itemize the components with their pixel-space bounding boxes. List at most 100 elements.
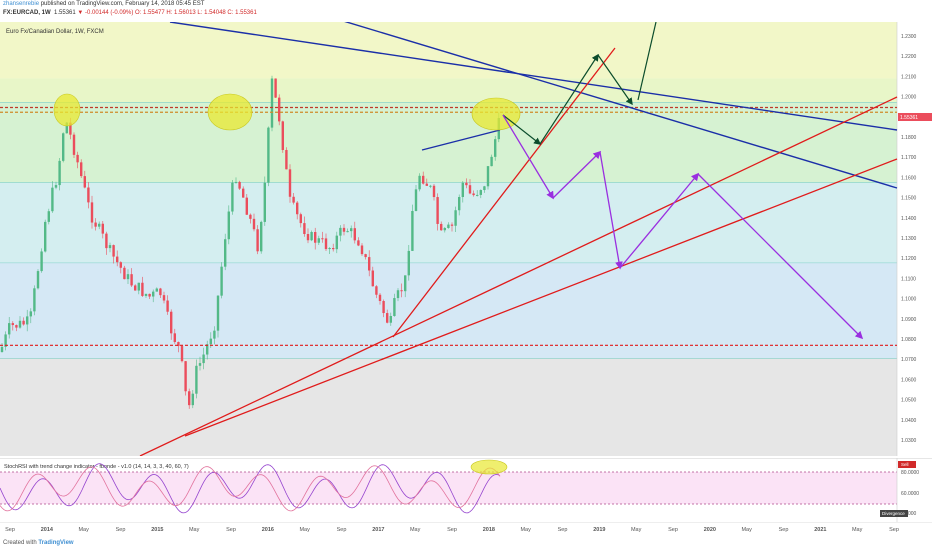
candle-body	[429, 185, 432, 187]
candle-body	[180, 346, 184, 362]
candle-body	[296, 202, 299, 215]
time-tick-label: 2015	[151, 527, 163, 533]
price-tick-label: 1.0900	[901, 317, 917, 323]
price-tick-label: 1.1200	[901, 256, 917, 262]
purple-projection-arrow	[599, 151, 623, 270]
candle-body	[263, 182, 266, 222]
candle-body	[224, 239, 227, 267]
candle-body	[170, 311, 173, 334]
highlight-ellipse-2	[471, 97, 521, 131]
time-tick-label: 2018	[483, 527, 495, 533]
price-tick-label: 1.0600	[901, 377, 917, 383]
ohlc-values: O: 1.55477 H: 1.56013 L: 1.54048 C: 1.55…	[135, 10, 257, 16]
candle-body	[468, 185, 472, 194]
candle-body	[227, 211, 230, 240]
time-tick-label: Sep	[779, 527, 789, 533]
fib-band-2	[0, 102, 897, 183]
price-tick-label: 1.1000	[901, 297, 917, 303]
price-tick-label: 1.1400	[901, 216, 917, 222]
fib-band-5	[0, 358, 897, 456]
candle-body	[242, 188, 245, 198]
stoch-d-line	[0, 465, 501, 512]
candle-body	[108, 245, 112, 249]
candle-body	[159, 288, 162, 296]
candle-body	[411, 210, 414, 251]
time-tick-label: Sep	[116, 527, 126, 533]
red-trendline-0	[139, 96, 898, 456]
green-projection-arrow	[539, 53, 599, 145]
time-tick-label: 2021	[814, 527, 826, 533]
candle-body	[494, 139, 497, 157]
candle-body	[371, 270, 374, 287]
fib-band-1	[0, 78, 897, 103]
candle-body	[432, 185, 436, 198]
candle-body	[306, 234, 310, 241]
publisher-name[interactable]: zhansenrebie	[3, 1, 40, 7]
candle-body	[29, 311, 32, 317]
divergence-tag	[880, 510, 908, 517]
candle-body	[141, 282, 144, 296]
time-axis[interactable]: Sep 2014 May Sep 2015 May Sep 2016 May Sep 2017 May…	[0, 522, 932, 538]
fib-band-4	[0, 262, 897, 359]
tradingview-logo[interactable]: TradingView	[38, 540, 74, 546]
green-projection-arrow	[597, 54, 633, 106]
stochrsi-panel[interactable]: StochRSI with trend change indicator - f…	[0, 458, 932, 522]
candle-body	[454, 210, 457, 226]
candle-body	[18, 320, 22, 328]
candle-body	[0, 346, 4, 352]
candle-body	[353, 228, 356, 241]
candle-body	[213, 330, 216, 339]
green-projection-arrow	[502, 114, 542, 145]
purple-projection-arrow	[552, 150, 602, 199]
candle-body	[476, 194, 479, 196]
candle-body	[44, 221, 47, 252]
candle-body	[177, 342, 180, 347]
divergence-tag-text: Divergence	[882, 511, 905, 516]
green-projection-arrow	[637, 22, 657, 101]
price-tick-label: 1.0400	[901, 418, 917, 424]
candle-body	[36, 271, 40, 289]
candle-body	[51, 187, 54, 212]
candle-body	[90, 202, 94, 223]
price-tick-label: 1.1300	[901, 236, 917, 242]
price-tick-label: 1.0500	[901, 398, 917, 404]
candle-body	[288, 169, 292, 197]
candle-body	[54, 185, 58, 188]
candle-body	[314, 232, 317, 243]
candle-body	[152, 291, 155, 297]
candle-body	[191, 393, 194, 406]
candle-body	[65, 122, 68, 134]
current-price-tag	[898, 113, 932, 121]
candle-body	[342, 227, 346, 232]
candle-body	[101, 223, 104, 234]
time-tick-label: Sep	[447, 527, 457, 533]
candle-body	[375, 286, 378, 295]
indicator-title: StochRSI with trend change indicator - f…	[4, 464, 189, 470]
candle-body	[134, 285, 137, 291]
candle-body	[220, 266, 223, 296]
candle-body	[368, 257, 371, 271]
candle-body	[425, 183, 428, 186]
candle-body	[166, 300, 169, 312]
blue-trendline-recent	[421, 129, 501, 151]
candle-body	[209, 338, 212, 345]
osc-highlight-ellipse	[470, 459, 508, 475]
price-chart[interactable]: 1.23001.22001.21001.20001.19001.18001.17…	[0, 22, 932, 456]
candle-body	[418, 175, 421, 190]
candle-body	[83, 176, 86, 188]
time-tick-label: Sep	[558, 527, 568, 533]
price-tick-label: 1.2100	[901, 74, 917, 80]
candle-body	[292, 196, 295, 203]
candle-body	[58, 160, 61, 186]
candle-body	[33, 288, 36, 312]
candle-body	[11, 323, 14, 326]
purple-projection-arrow	[502, 114, 554, 200]
time-tick-label: Sep	[337, 527, 347, 533]
time-tick-label: May	[410, 527, 421, 533]
footer-text: Created with	[3, 540, 39, 546]
candle-body	[116, 256, 119, 263]
time-tick-label: 2014	[41, 527, 54, 533]
candle-body	[332, 247, 335, 250]
candle-body	[393, 298, 396, 317]
candle-body	[472, 193, 475, 196]
